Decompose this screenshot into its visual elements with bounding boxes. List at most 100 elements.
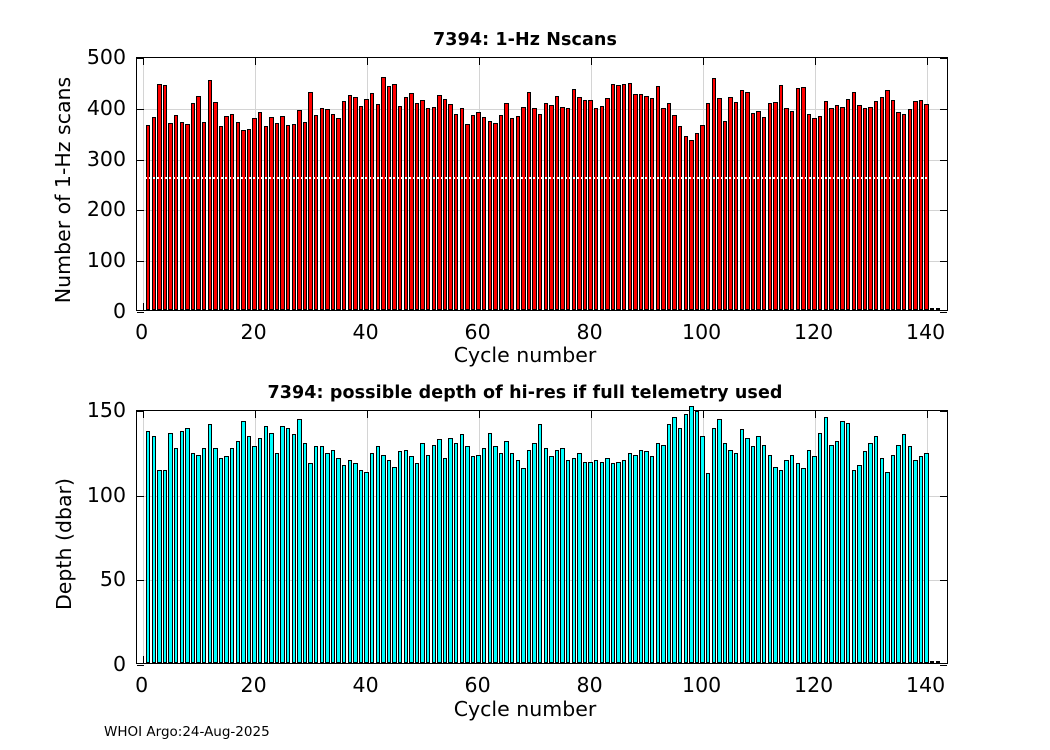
bar bbox=[610, 83, 616, 310]
bar bbox=[397, 106, 403, 310]
bar bbox=[722, 121, 728, 310]
bar bbox=[733, 453, 739, 663]
bar bbox=[274, 123, 280, 310]
bar bbox=[588, 461, 593, 663]
bar bbox=[582, 461, 588, 663]
bar bbox=[487, 432, 493, 663]
bar bbox=[196, 454, 201, 663]
bar bbox=[711, 427, 717, 663]
bar bbox=[896, 112, 901, 310]
bar bbox=[280, 425, 285, 663]
x-tick-label: 20 bbox=[240, 673, 267, 697]
bar bbox=[621, 84, 627, 310]
bar bbox=[593, 459, 599, 663]
bar bbox=[543, 102, 549, 310]
bar bbox=[537, 113, 543, 310]
y-axis-tick bbox=[137, 159, 144, 161]
bar bbox=[532, 442, 537, 663]
x-axis-tick bbox=[366, 411, 368, 418]
x-axis-tick bbox=[702, 58, 704, 65]
bar bbox=[577, 96, 582, 310]
bar bbox=[498, 453, 504, 663]
x-tick-label: 100 bbox=[682, 320, 722, 344]
x-axis-tick bbox=[366, 58, 368, 65]
bar bbox=[834, 105, 840, 310]
bar bbox=[935, 308, 941, 310]
bar bbox=[297, 419, 302, 663]
y-axis-tick bbox=[137, 495, 144, 497]
x-axis-tick bbox=[814, 58, 816, 65]
bar bbox=[392, 83, 397, 310]
chart-title-nscans: 7394: 1-Hz Nscans bbox=[433, 30, 617, 50]
bar bbox=[358, 105, 364, 310]
bar bbox=[717, 419, 722, 663]
bar bbox=[638, 94, 644, 310]
bar bbox=[173, 447, 179, 663]
y-axis-tick bbox=[137, 58, 144, 60]
bar bbox=[621, 459, 627, 663]
y-tick-label: 0 bbox=[112, 652, 126, 676]
x-axis-label-nscans: Cycle number bbox=[453, 343, 597, 367]
x-tick-label: 20 bbox=[240, 320, 267, 344]
bar bbox=[773, 101, 778, 310]
bar bbox=[638, 449, 644, 663]
bar bbox=[241, 129, 246, 310]
x-tick-label: 100 bbox=[682, 673, 722, 697]
bar bbox=[218, 458, 224, 663]
bar bbox=[750, 446, 756, 663]
bar bbox=[728, 449, 733, 663]
bar bbox=[252, 117, 257, 310]
y-tick-label: 200 bbox=[86, 197, 126, 222]
bar bbox=[330, 449, 336, 663]
bar bbox=[319, 108, 325, 310]
bar bbox=[722, 442, 728, 663]
bar bbox=[381, 77, 386, 310]
bar bbox=[481, 116, 487, 310]
bar bbox=[246, 436, 252, 663]
y-tick-label: 100 bbox=[86, 482, 126, 507]
bar bbox=[470, 115, 476, 310]
bar bbox=[694, 410, 700, 663]
bar bbox=[761, 117, 767, 310]
bar bbox=[145, 124, 151, 310]
y-axis-tick bbox=[137, 665, 144, 667]
bar bbox=[353, 463, 358, 663]
bar bbox=[414, 463, 420, 663]
bar bbox=[493, 446, 498, 663]
bar bbox=[207, 424, 213, 663]
bar bbox=[185, 124, 190, 310]
bar bbox=[173, 114, 179, 310]
bar bbox=[829, 107, 834, 310]
bar bbox=[672, 114, 677, 310]
bar bbox=[773, 466, 778, 663]
bar bbox=[627, 82, 633, 310]
bar bbox=[700, 436, 705, 663]
bar bbox=[633, 93, 638, 310]
bar bbox=[801, 468, 806, 663]
bar bbox=[515, 116, 521, 310]
bar bbox=[157, 469, 162, 663]
bar bbox=[756, 111, 761, 310]
x-axis-tick bbox=[814, 411, 816, 418]
y-axis-tick bbox=[137, 411, 144, 413]
bar bbox=[526, 449, 532, 663]
bar bbox=[789, 110, 795, 310]
y-axis-tick bbox=[940, 159, 947, 161]
bar bbox=[442, 458, 448, 663]
bar bbox=[465, 123, 470, 310]
bar bbox=[750, 113, 756, 310]
bar bbox=[644, 95, 649, 310]
bar bbox=[157, 84, 162, 310]
y-tick-label: 100 bbox=[86, 248, 126, 273]
bar bbox=[459, 108, 465, 310]
y-axis-label-depth: Depth (dbar) bbox=[52, 478, 76, 610]
bar bbox=[929, 661, 935, 663]
bar bbox=[151, 116, 157, 310]
bar bbox=[683, 414, 689, 663]
bar bbox=[913, 459, 918, 663]
bar bbox=[812, 456, 817, 663]
bar bbox=[896, 444, 901, 663]
bar bbox=[364, 471, 369, 663]
bar bbox=[185, 427, 190, 663]
